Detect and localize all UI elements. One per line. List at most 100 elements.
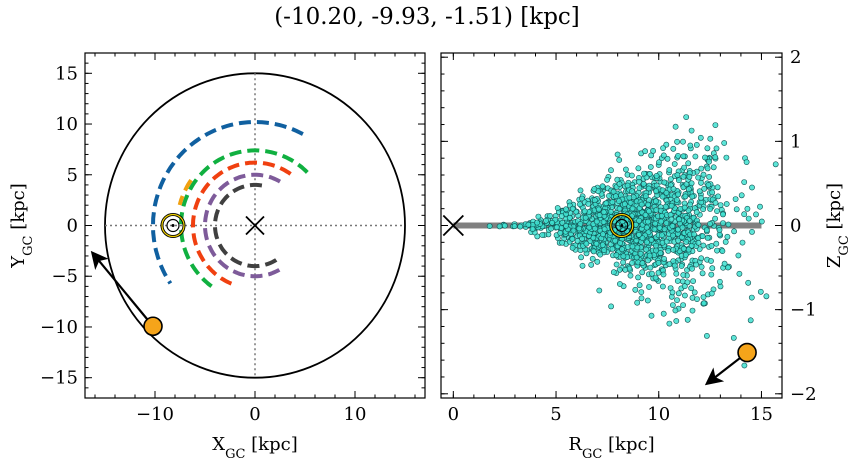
star-point bbox=[633, 254, 640, 261]
star-point bbox=[593, 218, 600, 225]
x-tick-label: 10 bbox=[344, 404, 367, 425]
star-point bbox=[636, 178, 642, 185]
star-point bbox=[667, 176, 674, 182]
star-point bbox=[702, 154, 708, 161]
star-point bbox=[733, 206, 740, 213]
star-point bbox=[616, 157, 623, 163]
star-point bbox=[629, 172, 635, 179]
star-point bbox=[707, 220, 713, 227]
star-point bbox=[722, 238, 729, 245]
star-point bbox=[657, 250, 664, 256]
star-point bbox=[639, 235, 646, 241]
star-point bbox=[714, 247, 720, 254]
chart-title: (-10.20, -9.93, -1.51) [kpc] bbox=[274, 4, 580, 30]
star-point bbox=[720, 211, 726, 218]
star-point bbox=[607, 208, 614, 215]
star-point bbox=[713, 145, 720, 152]
star-point bbox=[658, 212, 665, 219]
star-point bbox=[643, 246, 650, 253]
star-point bbox=[699, 233, 706, 240]
star-point bbox=[600, 219, 607, 225]
star-point bbox=[648, 236, 655, 243]
star-point bbox=[704, 145, 711, 152]
x-tick-label: 0 bbox=[249, 404, 260, 425]
star-point bbox=[586, 224, 593, 231]
star-point bbox=[641, 170, 647, 177]
star-point bbox=[617, 281, 623, 287]
star-point bbox=[721, 260, 728, 267]
star-point bbox=[749, 228, 755, 235]
star-point bbox=[672, 123, 679, 130]
star-point bbox=[680, 138, 686, 145]
object-marker bbox=[737, 342, 757, 363]
star-point bbox=[698, 255, 705, 262]
star-point bbox=[579, 262, 586, 269]
star-point bbox=[634, 244, 641, 251]
star-point bbox=[682, 193, 689, 200]
sun-marker-inner bbox=[166, 218, 180, 233]
star-point bbox=[613, 252, 620, 259]
star-point bbox=[725, 264, 731, 271]
star-point bbox=[638, 289, 645, 295]
star-point bbox=[563, 222, 569, 229]
y-tick-label: 5 bbox=[67, 165, 78, 186]
y-tick-label: −15 bbox=[40, 368, 78, 389]
star-point bbox=[624, 244, 631, 250]
star-point bbox=[725, 221, 732, 228]
star-point bbox=[675, 290, 682, 297]
star-point bbox=[539, 232, 546, 238]
star-point bbox=[647, 164, 654, 170]
star-point bbox=[621, 201, 628, 207]
star-point bbox=[577, 187, 584, 194]
star-point bbox=[688, 180, 695, 187]
star-point bbox=[686, 217, 693, 224]
star-point bbox=[671, 161, 678, 167]
star-point bbox=[698, 194, 704, 201]
star-point bbox=[620, 253, 627, 260]
star-point bbox=[687, 142, 694, 149]
star-point bbox=[576, 225, 583, 232]
star-point bbox=[652, 220, 659, 227]
sun-marker-ring bbox=[161, 213, 185, 238]
star-point bbox=[731, 228, 737, 235]
star-point bbox=[656, 224, 663, 231]
star-point bbox=[716, 226, 723, 233]
star-point bbox=[549, 219, 555, 226]
star-point bbox=[679, 278, 686, 285]
star-point bbox=[749, 184, 755, 191]
star-point bbox=[744, 205, 751, 212]
star-point bbox=[600, 209, 607, 215]
x-tick-label: −10 bbox=[136, 404, 174, 425]
y-tick-label: 0 bbox=[790, 216, 801, 237]
left-plot-area bbox=[104, 72, 406, 379]
star-point bbox=[620, 259, 626, 266]
star-point bbox=[712, 199, 719, 206]
star-point bbox=[617, 240, 623, 246]
star-point bbox=[662, 203, 669, 210]
star-point bbox=[616, 181, 623, 187]
star-point bbox=[646, 252, 653, 259]
galactic-center-marker bbox=[245, 215, 265, 236]
star-point bbox=[670, 302, 676, 308]
star-point bbox=[600, 231, 606, 238]
star-point bbox=[671, 262, 678, 269]
star-point bbox=[713, 240, 720, 247]
star-point bbox=[668, 216, 675, 223]
star-point bbox=[638, 295, 645, 302]
star-point bbox=[511, 223, 518, 230]
star-point bbox=[644, 239, 650, 246]
star-point bbox=[606, 192, 612, 199]
star-point bbox=[748, 294, 755, 301]
star-point bbox=[660, 310, 667, 317]
star-point bbox=[609, 245, 616, 252]
star-point bbox=[706, 173, 712, 180]
star-point bbox=[693, 209, 700, 216]
star-point bbox=[709, 265, 716, 272]
y-tick-label: 1 bbox=[790, 131, 801, 152]
star-point bbox=[678, 263, 685, 269]
star-point bbox=[655, 259, 662, 266]
star-point bbox=[635, 274, 641, 281]
star-point bbox=[645, 185, 652, 192]
star-point bbox=[569, 205, 576, 212]
star-point bbox=[673, 318, 680, 324]
